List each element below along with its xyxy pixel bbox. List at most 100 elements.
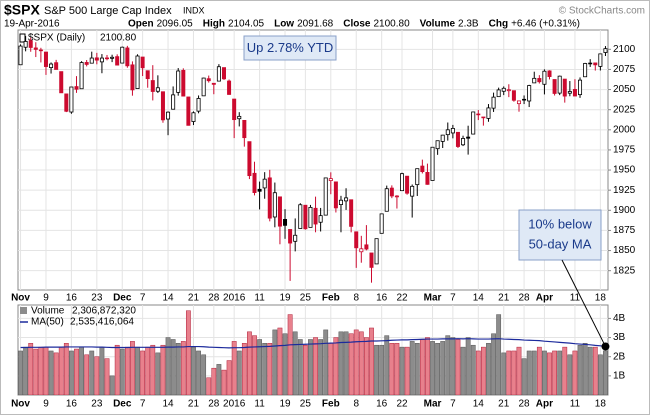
candle-body xyxy=(471,111,476,135)
volume-bar xyxy=(287,314,293,395)
candle-body xyxy=(28,40,33,48)
volume-bar xyxy=(572,350,578,395)
volume-bar xyxy=(114,344,120,395)
x-tick-label: 2016 xyxy=(223,293,246,304)
volume-bar xyxy=(364,337,369,395)
x-tick-label: 7 xyxy=(450,399,456,410)
candle-body xyxy=(450,127,455,134)
x-tick-label: 25 xyxy=(300,293,312,304)
stat-value: 2096.05 xyxy=(157,19,194,30)
candle-body xyxy=(374,238,379,265)
volume-bar xyxy=(28,343,34,395)
candle-body xyxy=(115,56,120,66)
x-tick-label: 22 xyxy=(396,293,408,304)
candle-body xyxy=(206,78,211,82)
volume-bar xyxy=(455,339,461,395)
candle-body xyxy=(125,47,130,67)
volume-bar xyxy=(175,343,181,395)
y-tick-label: 2B xyxy=(613,351,626,362)
volume-bar xyxy=(582,343,588,395)
candle-body xyxy=(54,62,59,70)
volume-bar xyxy=(150,344,156,395)
candle-body xyxy=(313,207,318,225)
x-tick-label: Feb xyxy=(322,293,340,304)
candle-body xyxy=(338,199,343,205)
x-tick-label: Nov xyxy=(11,293,30,304)
candle-body xyxy=(242,119,247,139)
volume-legend-value: 2,306,872,320 xyxy=(72,306,136,317)
candle-body xyxy=(481,116,486,119)
candle-body xyxy=(506,89,511,92)
candle-body xyxy=(216,66,221,82)
candle-body xyxy=(99,57,104,63)
volume-bar xyxy=(267,343,273,395)
candle-body xyxy=(354,231,359,249)
volume-bar xyxy=(358,331,364,395)
volume-bar xyxy=(470,344,476,395)
symbol: $SPX xyxy=(4,2,40,18)
volume-bar xyxy=(109,375,115,395)
volume-bar xyxy=(343,331,349,395)
candle-body xyxy=(105,57,110,60)
volume-bar xyxy=(419,339,425,395)
legend-icon xyxy=(20,307,27,314)
x-tick-label: Mar xyxy=(424,399,442,410)
stat-label: Volume xyxy=(420,19,456,30)
candle-body xyxy=(267,177,272,219)
x-tick-label: 8 xyxy=(353,293,359,304)
volume-bar xyxy=(18,350,23,395)
volume-bar xyxy=(247,331,252,395)
price-panel xyxy=(17,29,609,291)
candle-body xyxy=(486,107,491,119)
volume-bar xyxy=(145,346,151,395)
x-tick-label: 28 xyxy=(519,399,531,410)
volume-bar xyxy=(165,337,171,395)
volume-bar xyxy=(292,331,298,395)
x-tick-label: 2016 xyxy=(223,399,246,410)
annotation-dot xyxy=(601,342,610,351)
volume-bars xyxy=(18,310,608,395)
candle-body xyxy=(181,70,186,97)
x-tick-label: 22 xyxy=(396,399,408,410)
y-tick-label: 1925 xyxy=(613,185,636,196)
candle-body xyxy=(532,77,537,84)
candle-body xyxy=(425,171,430,185)
volume-bar xyxy=(379,344,385,395)
candle-body xyxy=(511,90,516,101)
candle-body xyxy=(79,62,84,90)
x-tick-label: Apr xyxy=(536,399,553,410)
volume-bar xyxy=(130,341,135,395)
candle-body xyxy=(38,49,43,52)
volume-bar xyxy=(328,343,334,395)
volume-bar xyxy=(587,346,593,395)
volume-bar xyxy=(99,346,105,395)
x-tick-label: 16 xyxy=(66,293,78,304)
y-tick-label: 2100 xyxy=(613,44,636,55)
annotation: Up 2.78% YTD xyxy=(247,40,333,55)
volume-bar xyxy=(491,333,496,395)
candle-body xyxy=(410,185,415,197)
candle-body xyxy=(155,87,160,92)
volume-bar xyxy=(104,358,110,395)
volume-bar xyxy=(282,333,288,395)
volume-bar xyxy=(450,337,456,395)
candle-body xyxy=(237,115,242,120)
volume-bar xyxy=(89,350,95,395)
y-tick-label: 2075 xyxy=(613,64,636,75)
volume-bar xyxy=(140,350,146,395)
stat-label: Low xyxy=(274,19,294,30)
volume-bar xyxy=(297,339,303,395)
volume-bar xyxy=(547,352,552,395)
volume-bar xyxy=(567,354,573,395)
candle-body xyxy=(501,87,506,92)
candle-body xyxy=(328,178,333,182)
candle-body xyxy=(130,64,135,91)
candle-body xyxy=(196,98,201,112)
candle-body xyxy=(389,187,394,197)
candle-body xyxy=(542,70,547,85)
x-tick-label: 16 xyxy=(376,399,388,410)
volume-bar xyxy=(221,369,227,395)
y-tick-label: 1850 xyxy=(613,245,636,256)
y-tick-label: 1875 xyxy=(613,225,636,236)
